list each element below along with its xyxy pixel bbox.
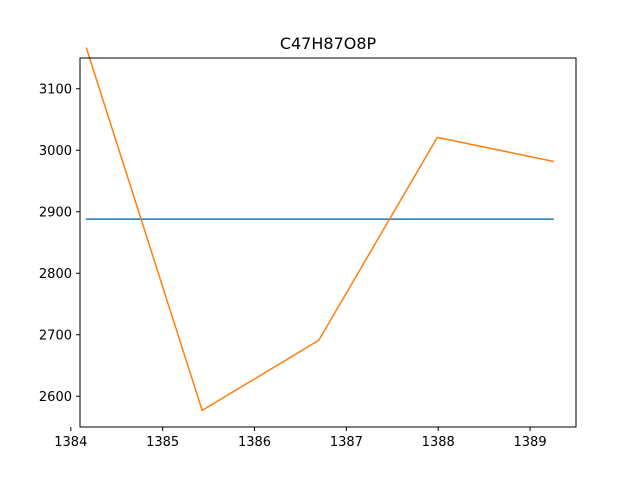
plot-frame — [79, 57, 577, 428]
series-line-2 — [85, 47, 554, 412]
x-tick-label: 1387 — [330, 435, 363, 450]
x-tick-label: 1388 — [422, 435, 455, 450]
y-tick-label: 2800 — [39, 267, 72, 282]
x-tick-label: 1385 — [146, 435, 179, 450]
chart-title: C47H87O8P — [280, 34, 377, 53]
x-tick-label: 1389 — [514, 435, 547, 450]
y-tick-label: 2700 — [39, 328, 72, 343]
y-tick-label: 3100 — [39, 82, 72, 97]
y-tick-label: 2600 — [39, 390, 72, 405]
series-layer — [85, 47, 554, 412]
y-tick-label: 2900 — [39, 205, 72, 220]
y-tick-label: 3000 — [39, 144, 72, 159]
x-tick-label: 1384 — [54, 435, 87, 450]
x-tick-label: 1386 — [238, 435, 271, 450]
axes-layer: 1384 1385 1386 1387 1388 1389 2600 2700 2800 2900… — [39, 57, 577, 450]
